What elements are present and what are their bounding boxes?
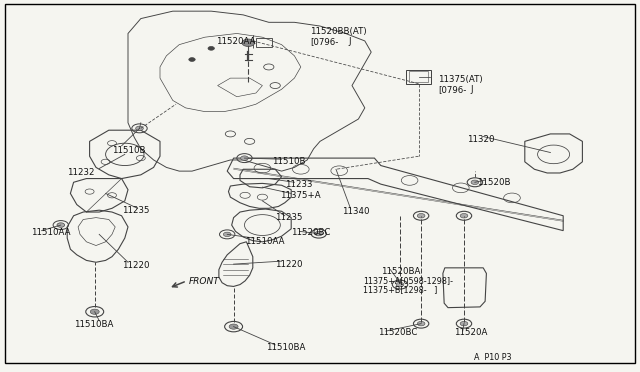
Circle shape bbox=[189, 58, 195, 61]
Text: 11235: 11235 bbox=[275, 213, 303, 222]
Text: 11220: 11220 bbox=[122, 262, 149, 270]
Circle shape bbox=[417, 321, 425, 326]
Text: 11232: 11232 bbox=[67, 169, 95, 177]
Text: 11320: 11320 bbox=[467, 135, 495, 144]
Bar bbox=[256, 38, 272, 46]
Text: 11510B: 11510B bbox=[112, 146, 145, 155]
Text: FRONT: FRONT bbox=[189, 277, 220, 286]
Text: [0796-: [0796- bbox=[438, 85, 467, 94]
Circle shape bbox=[57, 223, 65, 227]
Circle shape bbox=[396, 282, 404, 287]
Text: A  P10 P3: A P10 P3 bbox=[474, 353, 511, 362]
Text: 11340: 11340 bbox=[342, 207, 370, 216]
Text: 11510AA: 11510AA bbox=[31, 228, 70, 237]
Text: 11520B: 11520B bbox=[477, 178, 510, 187]
Text: 11375+A[0598-1298]-: 11375+A[0598-1298]- bbox=[363, 276, 453, 285]
Circle shape bbox=[460, 321, 468, 326]
Text: 11510AA: 11510AA bbox=[245, 237, 285, 246]
Text: 11375+A: 11375+A bbox=[280, 191, 321, 200]
Circle shape bbox=[136, 126, 143, 131]
Text: 11520BA: 11520BA bbox=[381, 267, 420, 276]
Text: 11510B: 11510B bbox=[272, 157, 305, 166]
Text: 11520A: 11520A bbox=[454, 328, 488, 337]
Text: 11510BA: 11510BA bbox=[266, 343, 305, 352]
Text: 11510BA: 11510BA bbox=[74, 320, 113, 329]
Text: 11520BC: 11520BC bbox=[291, 228, 331, 237]
Circle shape bbox=[90, 309, 99, 314]
Text: [0796-: [0796- bbox=[310, 37, 339, 46]
Text: 11520AA: 11520AA bbox=[216, 37, 256, 46]
Bar bbox=[409, 71, 428, 82]
Circle shape bbox=[471, 180, 479, 185]
Circle shape bbox=[223, 232, 231, 237]
Circle shape bbox=[241, 156, 248, 160]
Text: 11520BB(AT): 11520BB(AT) bbox=[310, 27, 367, 36]
Text: 11233: 11233 bbox=[285, 180, 312, 189]
Text: 11235: 11235 bbox=[122, 206, 149, 215]
Circle shape bbox=[229, 324, 238, 329]
Text: 11520BC: 11520BC bbox=[378, 328, 417, 337]
Circle shape bbox=[242, 39, 255, 46]
Text: 11375+B[1298-   ]: 11375+B[1298- ] bbox=[363, 285, 437, 294]
Circle shape bbox=[460, 214, 468, 218]
Text: J: J bbox=[470, 85, 473, 94]
Circle shape bbox=[208, 46, 214, 50]
Text: 11375(AT): 11375(AT) bbox=[438, 76, 483, 84]
Circle shape bbox=[315, 231, 323, 236]
Text: 11220: 11220 bbox=[275, 260, 303, 269]
Bar bbox=[406, 70, 431, 84]
Circle shape bbox=[417, 214, 425, 218]
Text: J: J bbox=[349, 37, 351, 46]
